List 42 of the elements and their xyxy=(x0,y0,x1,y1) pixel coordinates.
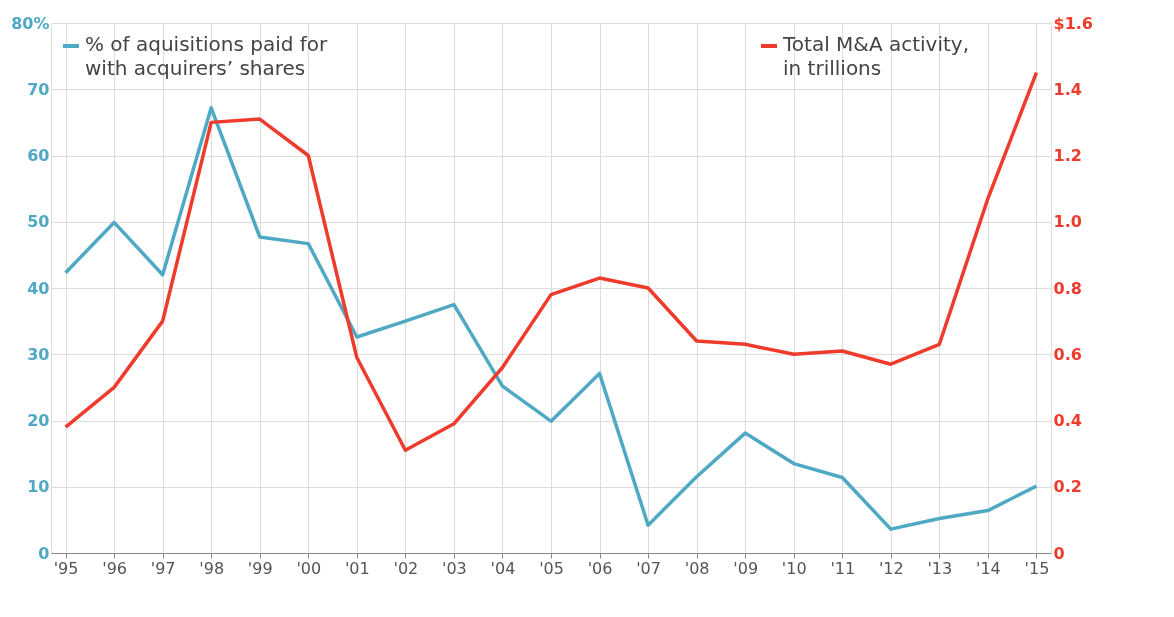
y-tick-label: 50 xyxy=(27,212,50,232)
x-tick-label: '98 xyxy=(199,558,225,578)
y2-tick-label: $1.6 xyxy=(1053,13,1093,33)
x-tick-label: '07 xyxy=(636,558,661,578)
y-tick-label: 70 xyxy=(27,79,50,99)
y-tick-label: 80% xyxy=(11,13,50,33)
x-tick-label: '15 xyxy=(1024,558,1050,578)
x-tick-label: '11 xyxy=(830,558,856,578)
y2-tick-label: 1.4 xyxy=(1053,79,1082,99)
x-tick-label: '99 xyxy=(247,558,273,578)
x-tick-label: '12 xyxy=(878,558,904,578)
x-tick-label: '09 xyxy=(733,558,759,578)
y2-tick-label: 1.2 xyxy=(1053,146,1082,165)
x-tick-label: '05 xyxy=(539,558,564,578)
y-tick-label: 40 xyxy=(27,278,50,298)
x-tick-label: '03 xyxy=(442,558,467,578)
y2-tick-label: 1.0 xyxy=(1053,212,1082,232)
y-tick-label: 30 xyxy=(27,344,50,364)
y2-tick-label: 0.2 xyxy=(1053,477,1082,497)
x-tick-label: '00 xyxy=(296,558,322,578)
legend-label: Total M&A activity, in trillions xyxy=(782,32,970,80)
x-tick-label: '14 xyxy=(976,558,1001,578)
y2-tick-label: 0.8 xyxy=(1053,278,1082,298)
y2-tick-label: 0.4 xyxy=(1053,411,1082,430)
x-tick-label: '04 xyxy=(490,558,516,578)
x-tick-label: '01 xyxy=(344,558,370,578)
y-tick-label: 0 xyxy=(38,543,50,563)
x-tick-label: '96 xyxy=(102,558,127,578)
line-series xyxy=(63,106,1039,531)
y2-tick-label: 0.6 xyxy=(1053,344,1082,364)
x-tick-label: '02 xyxy=(393,558,419,578)
x-tick-label: '13 xyxy=(927,558,953,578)
x-tick-label: '06 xyxy=(587,558,613,578)
x-tick-label: '97 xyxy=(150,558,176,578)
x-tick-label: '95 xyxy=(53,558,79,578)
y2-tick-label: 0 xyxy=(1053,543,1065,563)
x-tick-label: '08 xyxy=(684,558,710,578)
legend-label: % of aquisitions paid for with acquirers’ shares xyxy=(85,32,329,80)
y-tick-label: 20 xyxy=(27,411,50,430)
y-tick-label: 10 xyxy=(27,477,50,497)
x-tick-label: '10 xyxy=(781,558,807,578)
y-tick-label: 60 xyxy=(27,146,50,165)
